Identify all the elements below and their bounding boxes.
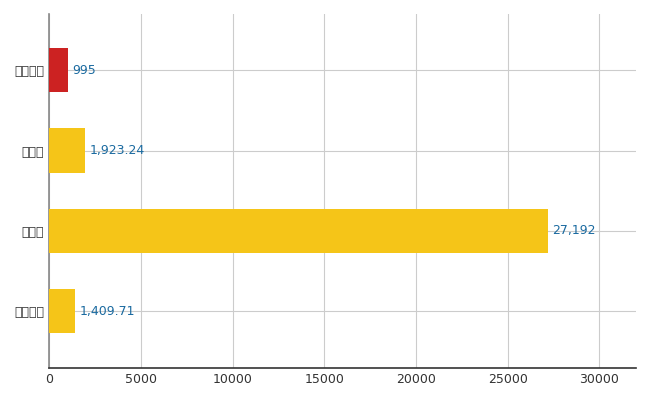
Bar (49, 209, 548, 253)
Text: 1,409.71: 1,409.71 (80, 305, 135, 318)
Text: 995: 995 (72, 64, 96, 77)
Text: 1,923.24: 1,923.24 (89, 144, 144, 157)
Bar (49, 128, 84, 173)
Bar (49, 289, 75, 333)
Text: 27,192: 27,192 (552, 224, 596, 238)
Bar (49, 48, 68, 92)
